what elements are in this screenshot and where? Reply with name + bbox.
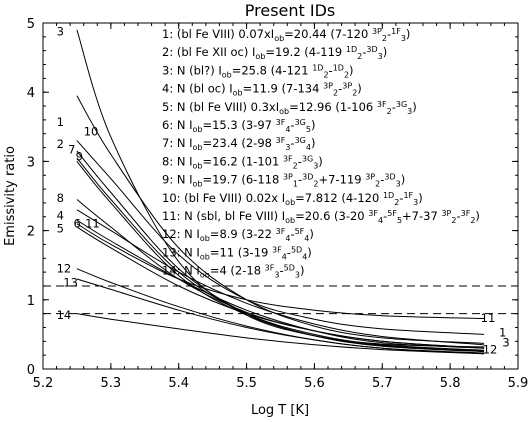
legend-entry: 1: (bl Fe VIII) 0.07xIob=20.44 (7-120 3P… [162, 27, 410, 43]
series-line-5 [76, 219, 485, 349]
x-tick-label: 5.3 [101, 376, 122, 391]
plot-frame [42, 22, 519, 370]
curve-label: 8 [57, 191, 64, 205]
curve-label: 11 [85, 217, 100, 231]
legend-entry: 3: N (bl?) Iob=25.8 (4-121 1D2-1D2) [162, 63, 354, 79]
legend-entry: 14: N Iob=4 (2-18 3F3-5D3) [162, 264, 304, 280]
x-tick-label: 5.9 [508, 376, 529, 391]
series-line-13 [76, 278, 485, 354]
legend-entry: 6: N Iob=15.3 (3-97 3F4-3G5) [162, 118, 315, 134]
chart-title: Present IDs [245, 1, 336, 20]
y-tick-label: 4 [27, 86, 35, 101]
curve-label: 7 [68, 143, 75, 157]
curve-label: 10 [84, 125, 99, 139]
x-tick-label: 5.5 [236, 376, 257, 391]
curve-label: 1 [57, 115, 64, 129]
y-tick-label: 2 [27, 225, 35, 240]
legend-entry: 10: (bl Fe VIII) 0.02x Iob=7.812 (4-120 … [162, 191, 423, 207]
series-line-4 [76, 209, 485, 346]
legend-entry: 12: N Iob=8.9 (3-22 3F4-5F4) [162, 227, 314, 243]
curve-label: 9 [76, 150, 83, 164]
y-axis-label: Emissivity ratio [3, 146, 18, 246]
curve-label: 3 [57, 24, 64, 38]
legend-entry: 2: (bl Fe XII oc) Iob=19.2 (4-119 1D2-3D… [162, 45, 387, 61]
legend-entry: 8: N Iob=16.2 (1-101 3F2-3G3) [162, 154, 323, 170]
legend-entry: 5: N (bl Fe VIII) 0.3xIob=12.96 (1-106 3… [162, 100, 417, 116]
series-line-3 [76, 29, 485, 348]
y-tick-label: 1 [27, 294, 35, 309]
curve-label: 13 [63, 276, 78, 290]
curve-label: 5 [57, 222, 64, 236]
curve-label: 6 [74, 217, 81, 231]
y-tick-label: 0 [27, 363, 35, 378]
legend-entry: 9: N Iob=19.7 (6-118 3P1-3D2+7-119 3P2-3… [162, 173, 405, 189]
series-line-14 [76, 313, 485, 355]
x-tick-label: 5.6 [304, 376, 325, 391]
x-tick-label: 5.4 [168, 376, 189, 391]
x-tick-label: 5.7 [372, 376, 393, 391]
series-line-11 [76, 223, 485, 319]
curve-label: 4 [57, 208, 64, 222]
legend-entry: 7: N Iob=23.4 (2-98 3F3-3G4) [162, 136, 315, 152]
series-line-7 [76, 157, 485, 351]
curve-label: 3 [502, 336, 509, 350]
legend-entry: 11: N (sbl, bl Fe VIII) Iob=20.6 (3-20 3… [162, 209, 480, 225]
curve-label: 11 [481, 311, 496, 325]
x-tick-label: 5.8 [440, 376, 461, 391]
x-tick-label: 5.2 [33, 376, 54, 391]
curve-label: 14 [57, 308, 72, 322]
curve-label: 1 [499, 325, 506, 339]
curve-label: 12 [483, 343, 498, 357]
legend-entry: 4: N (bl oc) Iob=11.9 (7-134 3P2-3P2) [162, 82, 362, 98]
series-line-9 [76, 161, 485, 352]
y-tick-label: 3 [27, 155, 35, 170]
x-axis-label: Log T [K] [251, 403, 309, 418]
series-line-8 [76, 199, 485, 349]
curve-label: 2 [57, 137, 64, 151]
curve-label: 12 [57, 262, 72, 276]
y-tick-label: 5 [27, 17, 35, 32]
legend-entry: 13: N Iob=11 (3-19 3F4-5D4) [162, 245, 312, 261]
